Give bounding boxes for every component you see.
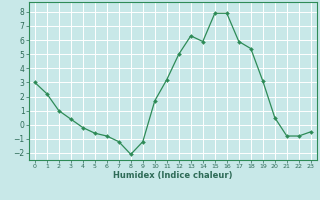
- X-axis label: Humidex (Indice chaleur): Humidex (Indice chaleur): [113, 171, 233, 180]
